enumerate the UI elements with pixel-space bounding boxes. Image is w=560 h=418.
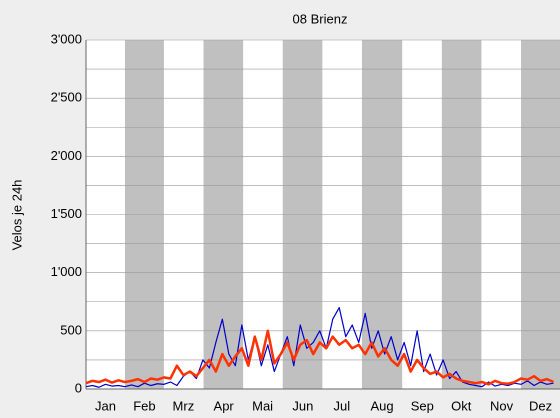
x-tick-label: Mai [252, 398, 273, 413]
y-tick-label: 500 [60, 322, 82, 337]
x-tick-label: Mrz [173, 398, 195, 413]
chart-title: 08 Brienz [293, 11, 348, 26]
series-line [85, 306, 554, 388]
x-tick-label: Okt [451, 398, 472, 413]
x-tick-label: Nov [490, 398, 514, 413]
y-tick-label: 0 [75, 380, 82, 395]
y-tick-label: 2'000 [51, 148, 82, 163]
x-tick-label: Feb [133, 398, 155, 413]
y-axis-label: Velos je 24h [9, 180, 24, 251]
x-tick-label: Jan [95, 398, 116, 413]
x-tick-label: Jun [292, 398, 313, 413]
series-line [85, 329, 555, 386]
y-tick-label: 1'500 [51, 206, 82, 221]
y-tick-label: 3'000 [51, 31, 82, 46]
x-tick-label: Aug [371, 398, 394, 413]
x-tick-label: Sep [411, 398, 434, 413]
x-tick-label: Dez [529, 398, 552, 413]
y-tick-label: 1'000 [51, 264, 82, 279]
x-tick-label: Jul [334, 398, 351, 413]
x-tick-label: Apr [214, 398, 235, 413]
y-tick-label: 2'500 [51, 90, 82, 105]
